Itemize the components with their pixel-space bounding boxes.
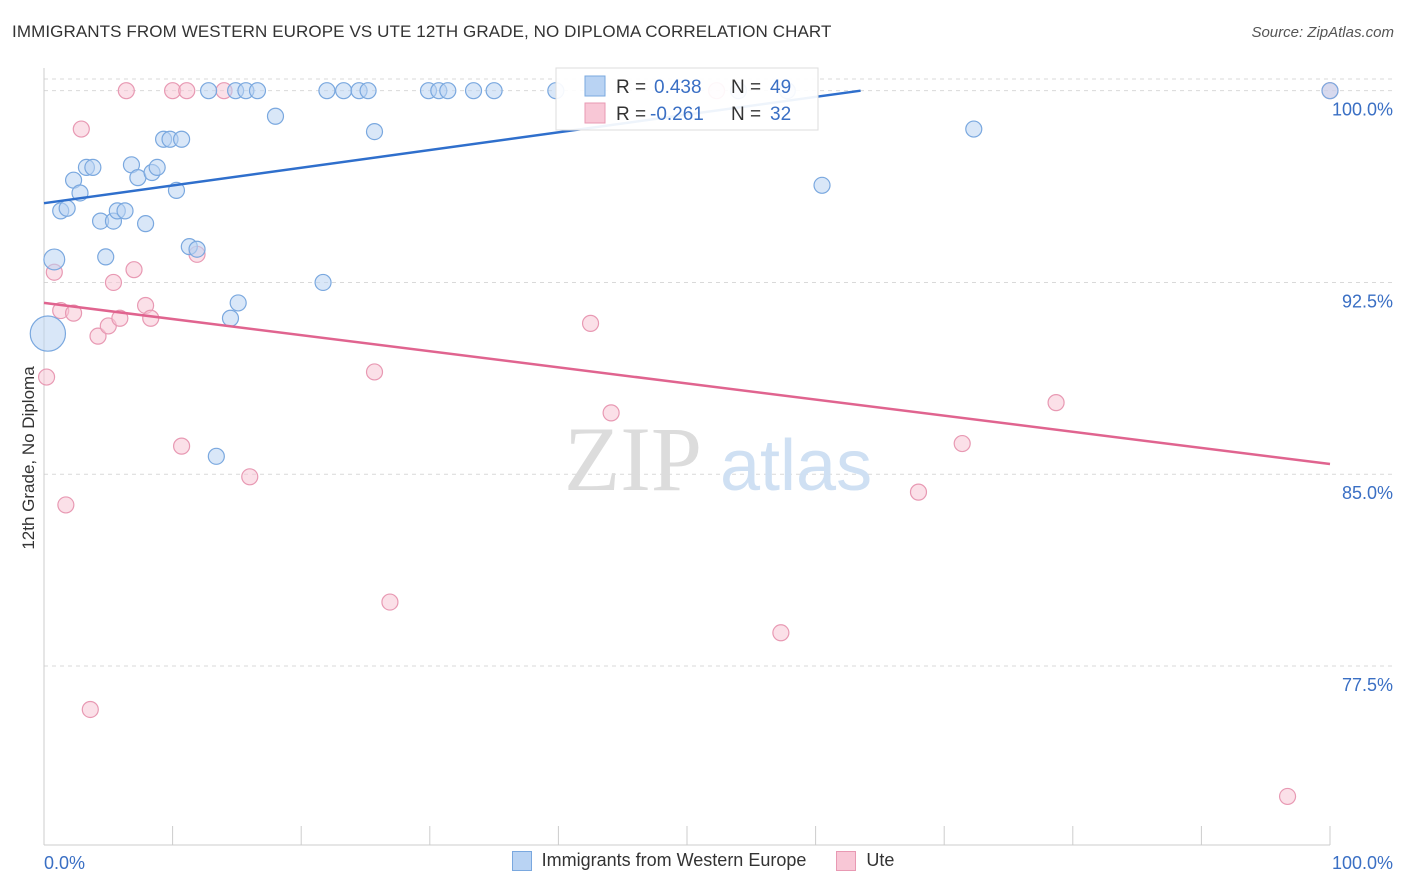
stats-box: R = 0.438 N = 49 R = -0.261 N = 32 [555, 67, 819, 131]
western-europe-point [314, 273, 332, 292]
western-europe-point [221, 309, 240, 327]
western-europe-point [318, 82, 336, 100]
western-europe-point [266, 107, 285, 125]
western-europe-point [439, 82, 457, 100]
ute-point [178, 82, 196, 100]
ute-point [81, 700, 99, 719]
legend-swatch-pink [836, 850, 857, 871]
chart-title: IMMIGRANTS FROM WESTERN EUROPE VS UTE 12… [12, 22, 832, 41]
western-europe-point [43, 248, 66, 271]
stats-swatch-blue [584, 75, 606, 97]
western-europe-point [965, 120, 983, 138]
legend-label-western-europe: Immigrants from Western Europe [541, 850, 807, 870]
western-europe-point [97, 248, 115, 266]
stats-pink-r-label: R = [616, 104, 646, 125]
y-axis-label: 12th Grade, No Diploma [19, 366, 38, 550]
trend-line-ute [43, 301, 1331, 466]
western-europe-point [29, 315, 67, 352]
y-tick-label: 85.0% [1342, 483, 1393, 503]
western-europe-point [200, 82, 218, 100]
stats-blue-n-value: 49 [770, 77, 791, 98]
western-europe-point [813, 176, 831, 194]
watermark: ZIP atlas [564, 408, 872, 510]
western-europe-point [248, 82, 267, 100]
x-tick-label-max: 100.0% [1332, 853, 1393, 873]
western-europe-point [464, 82, 483, 100]
stats-blue-r-label: R = [616, 77, 646, 98]
legend-item-ute: Ute [836, 850, 894, 871]
western-europe-point [116, 202, 134, 220]
western-europe-point [188, 240, 206, 258]
western-europe-point [229, 294, 247, 312]
western-europe-point [335, 82, 353, 100]
stats-swatch-pink [584, 102, 606, 124]
ute-point [111, 309, 129, 327]
stats-pink-n-label: N = [731, 104, 761, 125]
western-europe-point [359, 82, 377, 100]
ute-point [953, 434, 971, 453]
legend-label-ute: Ute [866, 850, 895, 870]
y-tick-labels: 77.5% 85.0% 92.5% 100.0% [1332, 100, 1393, 695]
western-europe-point [207, 447, 225, 465]
ute-point [909, 483, 928, 501]
ute-point [381, 593, 399, 611]
watermark-zip: ZIP [564, 408, 702, 510]
legend-swatch-blue [511, 850, 532, 871]
western-europe-point [58, 199, 76, 217]
ute-point [1278, 787, 1297, 806]
y-tick-label: 77.5% [1342, 675, 1393, 695]
ute-point [57, 496, 75, 514]
western-europe-point [148, 158, 166, 176]
ute-point [772, 624, 790, 642]
legend-item-western-europe: Immigrants from Western Europe [511, 850, 807, 871]
western-europe-point [84, 158, 102, 176]
western-europe-point [365, 122, 384, 141]
stats-blue-n-label: N = [731, 77, 761, 98]
axes [43, 68, 1331, 846]
ute-point [173, 437, 191, 455]
y-tick-label: 92.5% [1342, 291, 1393, 311]
legend: Immigrants from Western Europe Ute [0, 850, 1406, 871]
western-europe-point [136, 215, 155, 233]
stats-blue-r-value: 0.438 [654, 77, 702, 98]
ute-point [581, 314, 600, 332]
stats-pink-r-value: -0.261 [650, 104, 704, 125]
ute-point [1047, 394, 1065, 412]
ute-point [117, 82, 135, 100]
y-tick-label: 100.0% [1332, 100, 1393, 120]
ute-point [602, 404, 620, 422]
ute-point [365, 363, 384, 381]
ute-point [37, 368, 56, 386]
ute-point [89, 327, 107, 345]
stats-pink-n-value: 32 [770, 104, 791, 125]
ute-point [241, 468, 259, 486]
source-label: Source: ZipAtlas.com [1251, 24, 1394, 41]
ute-point [104, 273, 123, 292]
ute-point [125, 261, 143, 279]
western-europe-point [1321, 82, 1339, 100]
gridlines [44, 78, 1395, 667]
watermark-atlas: atlas [720, 426, 872, 506]
ute-point [142, 309, 160, 327]
ute-point [72, 120, 90, 138]
western-europe-point [173, 130, 191, 148]
x-tick-label-min: 0.0% [44, 853, 85, 873]
ute-point [64, 304, 83, 322]
western-europe-point [485, 82, 503, 100]
